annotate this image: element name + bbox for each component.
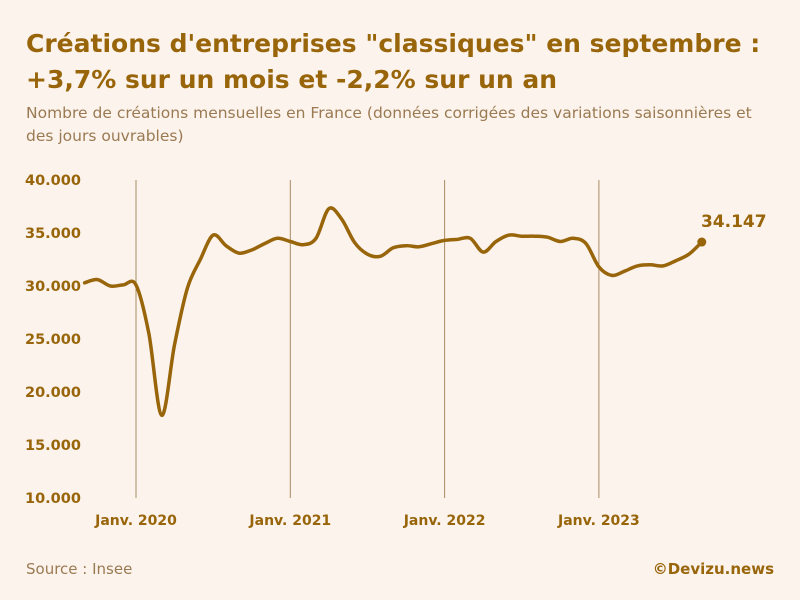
y-tick-label: 30.000	[25, 279, 81, 295]
source-note: Source : Insee	[26, 560, 133, 578]
y-tick-label: 25.000	[25, 332, 81, 348]
credit-link[interactable]: ©Devizu.news	[652, 560, 774, 578]
x-tick-label: Janv. 2022	[403, 513, 486, 529]
y-tick-label: 40.000	[25, 173, 81, 189]
y-tick-label: 35.000	[25, 226, 81, 242]
y-tick-label: 20.000	[25, 385, 81, 401]
x-tick-label: Janv. 2021	[248, 513, 331, 529]
chart-title: Créations d'entreprises "classiques" en …	[26, 26, 786, 98]
chart-title-line-1: Créations d'entreprises "classiques" en …	[26, 29, 761, 58]
x-tick-label: Janv. 2020	[94, 513, 177, 529]
y-tick-label: 15.000	[25, 438, 81, 454]
chart-subtitle: Nombre de créations mensuelles en France…	[26, 104, 752, 145]
last-data-point	[697, 237, 707, 247]
x-tick-label: Janv. 2023	[557, 513, 640, 529]
series-line	[82, 206, 704, 418]
y-tick-label: 10.000	[25, 491, 81, 507]
last-value-label: 34.147	[701, 212, 767, 232]
chart-title-line-2: +3,7% sur un mois et -2,2% sur un an	[26, 65, 558, 94]
